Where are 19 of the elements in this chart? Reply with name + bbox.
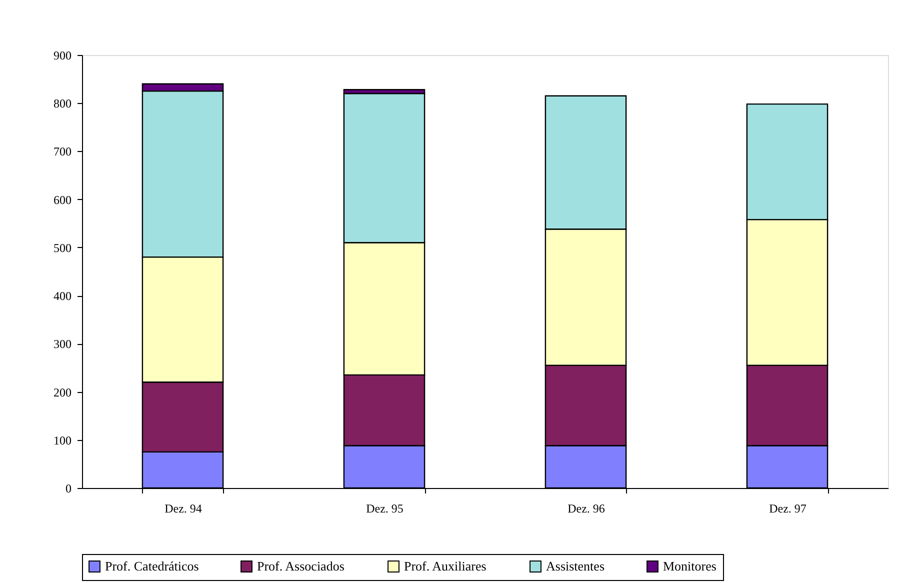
y-tick-label: 300 xyxy=(54,337,72,352)
y-tick-label: 0 xyxy=(66,482,72,496)
y-tick-label: 900 xyxy=(54,48,72,62)
y-tick-label: 500 xyxy=(54,240,72,255)
legend-label: Prof. Associados xyxy=(257,558,344,574)
legend-label: Prof. Auxiliares xyxy=(404,558,486,574)
legend-label: Assistentes xyxy=(546,558,604,574)
x-tick-label: Dez. 97 xyxy=(769,502,806,516)
y-tick-label: 700 xyxy=(54,144,72,159)
x-tick-label: Dez. 94 xyxy=(164,502,202,516)
x-tick-label: Dez. 95 xyxy=(366,502,404,516)
y-tick-label: 200 xyxy=(54,385,72,400)
y-tick-label: 400 xyxy=(54,289,72,304)
legend-label: Prof. Catedráticos xyxy=(105,558,199,574)
y-tick-label: 600 xyxy=(54,192,72,207)
legend-label: Monitores xyxy=(663,558,716,574)
y-tick-label: 100 xyxy=(54,433,72,448)
x-tick-label: Dez. 96 xyxy=(568,502,605,516)
y-tick-label: 800 xyxy=(54,96,72,111)
